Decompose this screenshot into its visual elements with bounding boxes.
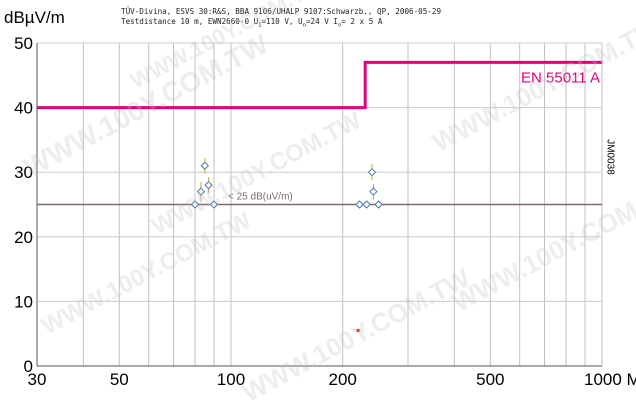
y-tick-label: 30: [14, 163, 33, 182]
plot-area: 0 10 20 30 40 50 30 50 100 200 500 1000 MHz < 25 dB(…: [14, 34, 636, 389]
outlier-point: [356, 328, 360, 332]
baseline-marker: [209, 200, 219, 209]
limit-line-label: EN 55011 A: [521, 69, 600, 86]
emc-chart: dBµV/m TÜV-Divina, ESVS 30:R&S, BBA 9106…: [4, 0, 636, 408]
baseline-marker: [362, 200, 371, 209]
y-axis-label: dBµV/m: [4, 8, 65, 27]
y-tick-label: 0: [24, 357, 33, 376]
header-line-2: Testdistance 10 m, EWN2660-0 U1=110 V, U…: [121, 17, 383, 29]
limit-line-en55011a: [37, 60, 602, 110]
x-tick-label: 500: [476, 370, 504, 389]
measurement-point: [200, 161, 210, 170]
baseline-marker: [355, 200, 364, 209]
x-tick-label: 200: [328, 370, 356, 389]
baseline-marker: [374, 200, 383, 209]
measurement-point: [367, 167, 377, 177]
baseline-marker: [190, 200, 200, 209]
measurement-point: [204, 180, 213, 190]
x-tick-label: 50: [110, 370, 129, 389]
y-tick-label: 10: [14, 292, 33, 311]
baseline-label: < 25 dB(uV/m): [228, 192, 293, 203]
y-tick-label: 20: [14, 228, 33, 247]
measurement-point: [196, 187, 206, 196]
x-tick-label: 1000 MHz: [584, 370, 636, 389]
header-line-1: TÜV-Divina, ESVS 30:R&S, BBA 9106/UHALP …: [121, 7, 442, 16]
y-tick-label: 50: [14, 34, 33, 53]
test-header: TÜV-Divina, ESVS 30:R&S, BBA 9106/UHALP …: [121, 7, 441, 31]
x-tick-label: 100: [217, 370, 245, 389]
measurement-point: [369, 187, 378, 196]
y-tick-label: 40: [14, 99, 33, 118]
x-tick-label: 30: [28, 370, 47, 389]
